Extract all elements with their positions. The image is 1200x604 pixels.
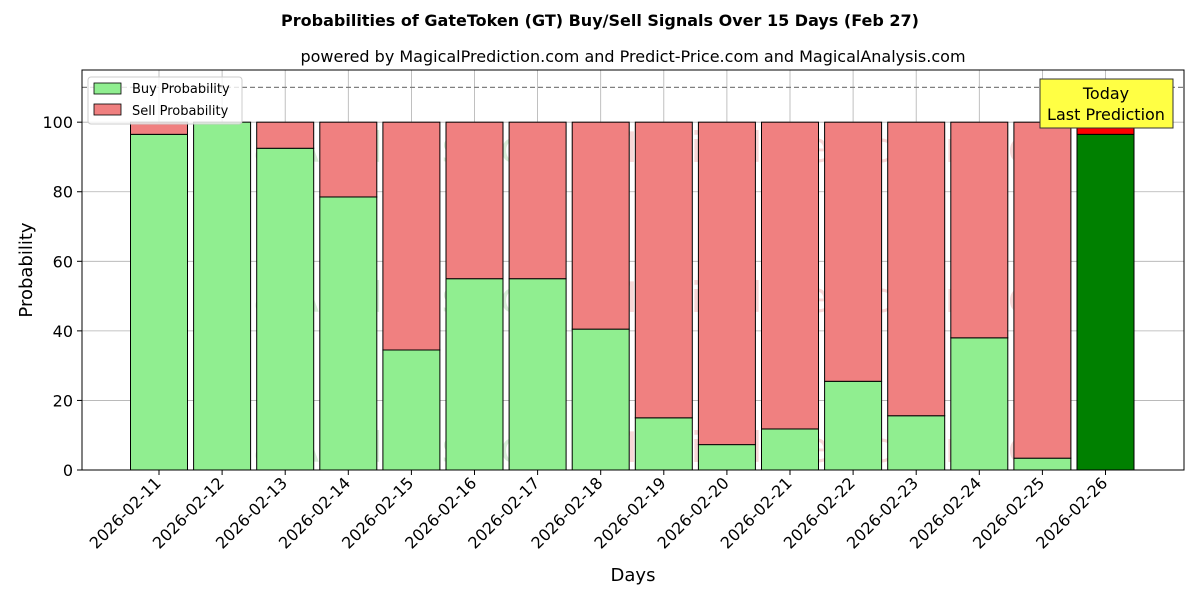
bar-buy bbox=[1013, 457, 1072, 471]
bar-buy bbox=[571, 328, 630, 471]
annotation-text-today: Today bbox=[1082, 84, 1129, 103]
bar-buy bbox=[256, 147, 315, 471]
bar-sell bbox=[887, 121, 946, 417]
legend-swatch-buy bbox=[93, 82, 122, 95]
legend-box bbox=[87, 76, 243, 125]
bar-buy bbox=[887, 415, 946, 471]
annotation-text-last: Last Prediction bbox=[1047, 105, 1165, 124]
bar-buy bbox=[508, 278, 567, 471]
y-tick-label: 20 bbox=[53, 391, 73, 410]
bar-buy bbox=[634, 417, 693, 471]
bar-buy bbox=[950, 337, 1009, 471]
x-axis-label: Days bbox=[611, 565, 656, 586]
bar-buy bbox=[130, 133, 188, 471]
bar-sell bbox=[950, 121, 1009, 339]
bar-buy bbox=[193, 121, 252, 471]
bar-buy bbox=[761, 428, 819, 471]
y-tick-label: 80 bbox=[53, 183, 73, 202]
y-axis-label: Probability bbox=[16, 222, 37, 317]
bar-sell bbox=[824, 121, 883, 382]
bar-sell bbox=[382, 121, 441, 351]
y-tick-label: 100 bbox=[42, 113, 73, 132]
bar-sell bbox=[697, 121, 756, 446]
bar-buy bbox=[1076, 133, 1135, 471]
y-tick-label: 0 bbox=[63, 461, 73, 480]
annotation-box bbox=[1039, 78, 1174, 129]
bar-sell bbox=[761, 121, 819, 430]
bar-buy bbox=[382, 349, 441, 471]
bar-buy bbox=[824, 380, 883, 471]
bar-sell bbox=[571, 121, 630, 330]
bar-sell bbox=[445, 121, 504, 280]
legend-label-sell: Sell Probability bbox=[132, 104, 229, 119]
legend-swatch-sell bbox=[93, 103, 122, 116]
plot-frame bbox=[81, 69, 1185, 471]
bar-sell bbox=[256, 121, 315, 149]
bar-sell bbox=[634, 121, 693, 419]
y-tick-label: 60 bbox=[53, 252, 73, 271]
bar-buy bbox=[697, 444, 756, 471]
legend-label-buy: Buy Probability bbox=[132, 82, 230, 97]
bar-sell bbox=[319, 121, 378, 198]
chart-title: Probabilities of GateToken (GT) Buy/Sell… bbox=[281, 11, 919, 30]
chart-subtitle: powered by MagicalPrediction.com and Pre… bbox=[300, 47, 965, 66]
bar-buy bbox=[445, 278, 504, 471]
bar-sell bbox=[508, 121, 567, 280]
y-tick-label: 40 bbox=[53, 322, 73, 341]
bar-sell bbox=[1013, 121, 1072, 459]
bar-buy bbox=[319, 196, 378, 471]
